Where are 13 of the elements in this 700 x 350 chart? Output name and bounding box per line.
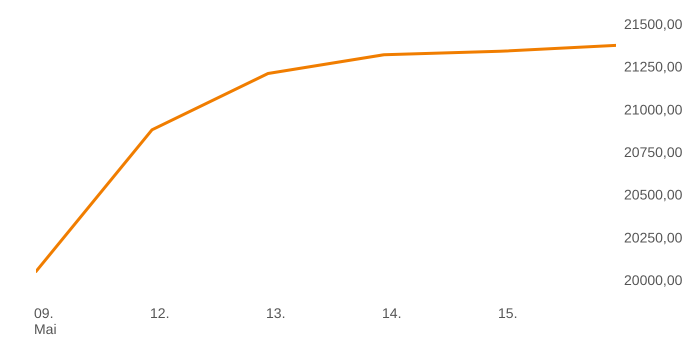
x-tick-label: 09. Mai: [34, 305, 57, 337]
x-tick-label: 12.: [150, 305, 170, 321]
y-tick-label: 20000,00: [624, 272, 683, 288]
x-tick-label: 13.: [266, 305, 286, 321]
x-tick-label: 15.: [498, 305, 518, 321]
y-tick-label: 21000,00: [624, 101, 683, 118]
line-series: [36, 44, 616, 273]
x-tick-label: 14.: [382, 305, 402, 321]
y-tick-label: 20500,00: [624, 186, 683, 203]
y-tick-label: 21500,00: [624, 16, 683, 32]
y-tick-label: 20750,00: [624, 144, 683, 160]
y-tick-label: 20250,00: [624, 229, 683, 246]
y-tick-label: 21250,00: [624, 58, 683, 75]
